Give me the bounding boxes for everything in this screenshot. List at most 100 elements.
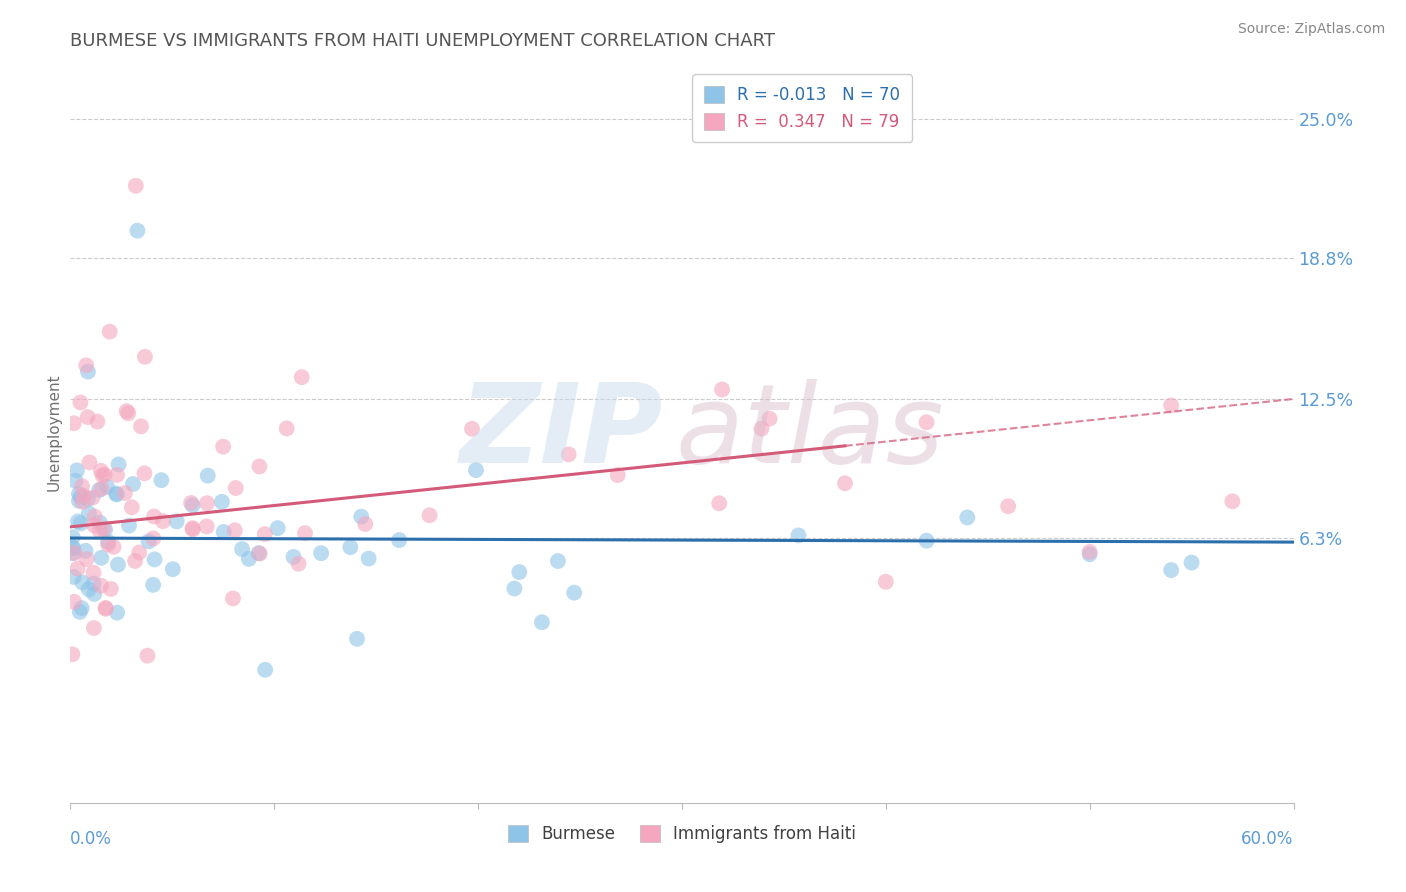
Point <box>1181 556 1204 570</box>
Point <box>346 632 368 646</box>
Point <box>96 480 118 494</box>
Point <box>915 415 938 429</box>
Point <box>294 526 316 541</box>
Point <box>225 481 247 495</box>
Text: atlas: atlas <box>676 379 945 486</box>
Point <box>107 458 129 472</box>
Point <box>127 224 149 238</box>
Point <box>166 514 188 528</box>
Point <box>247 546 270 560</box>
Point <box>530 615 553 630</box>
Point <box>60 540 83 554</box>
Point <box>1220 494 1243 508</box>
Point <box>136 648 159 663</box>
Point <box>291 370 314 384</box>
Point <box>72 494 94 508</box>
Point <box>557 447 579 461</box>
Point <box>267 521 290 535</box>
Point <box>915 533 938 548</box>
Legend: Burmese, Immigrants from Haiti: Burmese, Immigrants from Haiti <box>501 819 863 850</box>
Point <box>181 498 204 512</box>
Point <box>711 383 734 397</box>
Point <box>309 546 332 560</box>
Point <box>142 578 165 592</box>
Point <box>70 479 93 493</box>
Point <box>758 411 780 425</box>
Text: ZIP: ZIP <box>460 379 664 486</box>
Point <box>114 486 136 500</box>
Point <box>1078 545 1101 559</box>
Point <box>115 404 138 418</box>
Point <box>461 422 484 436</box>
Point <box>90 482 112 496</box>
Point <box>388 533 411 547</box>
Point <box>143 552 166 566</box>
Point <box>63 595 86 609</box>
Point <box>77 507 100 521</box>
Point <box>465 463 488 477</box>
Point <box>118 518 141 533</box>
Point <box>181 521 204 535</box>
Point <box>956 510 979 524</box>
Point <box>134 350 156 364</box>
Point <box>138 534 160 549</box>
Point <box>547 554 569 568</box>
Point <box>350 509 373 524</box>
Point <box>124 554 146 568</box>
Point <box>1078 547 1101 561</box>
Point <box>129 419 152 434</box>
Point <box>65 474 87 488</box>
Point <box>82 491 104 505</box>
Point <box>195 519 218 533</box>
Point <box>224 524 246 538</box>
Point <box>83 621 105 635</box>
Point <box>93 467 115 482</box>
Point <box>69 516 91 531</box>
Point <box>162 562 184 576</box>
Point <box>76 552 98 566</box>
Point <box>254 663 277 677</box>
Point <box>94 600 117 615</box>
Point <box>66 515 89 529</box>
Point <box>181 522 204 536</box>
Point <box>787 528 810 542</box>
Point <box>89 483 111 497</box>
Point <box>751 421 773 435</box>
Point <box>562 585 585 599</box>
Point <box>83 576 105 591</box>
Point <box>67 493 90 508</box>
Point <box>66 561 89 575</box>
Text: 0.0%: 0.0% <box>70 830 112 847</box>
Point <box>357 551 380 566</box>
Text: 60.0%: 60.0% <box>1241 830 1294 847</box>
Point <box>122 477 145 491</box>
Point <box>62 541 84 556</box>
Point <box>69 490 91 504</box>
Point <box>197 468 219 483</box>
Point <box>222 591 245 606</box>
Point <box>67 487 90 501</box>
Text: BURMESE VS IMMIGRANTS FROM HAITI UNEMPLOYMENT CORRELATION CHART: BURMESE VS IMMIGRANTS FROM HAITI UNEMPLO… <box>70 32 775 50</box>
Point <box>77 582 100 597</box>
Point <box>97 537 120 551</box>
Point <box>249 547 271 561</box>
Point <box>76 491 98 506</box>
Point <box>503 582 526 596</box>
Point <box>83 566 105 580</box>
Point <box>75 543 97 558</box>
Point <box>60 648 83 662</box>
Point <box>105 606 128 620</box>
Point <box>287 557 309 571</box>
Point <box>606 468 628 483</box>
Point <box>83 587 105 601</box>
Point <box>83 518 105 533</box>
Text: Source: ZipAtlas.com: Source: ZipAtlas.com <box>1237 22 1385 37</box>
Point <box>1160 399 1182 413</box>
Point <box>253 527 276 541</box>
Point <box>60 546 83 560</box>
Point <box>180 496 202 510</box>
Point <box>339 540 361 554</box>
Point <box>117 406 139 420</box>
Point <box>834 476 856 491</box>
Point <box>238 552 260 566</box>
